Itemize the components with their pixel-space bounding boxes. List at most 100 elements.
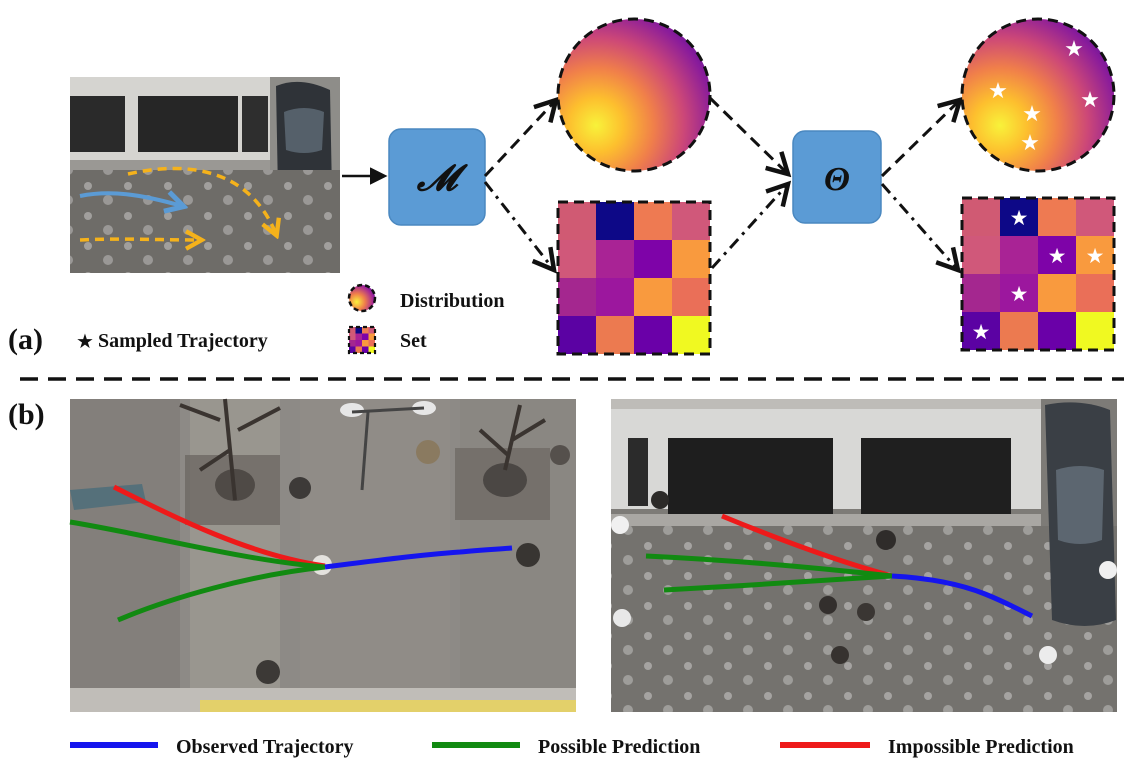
legend-distribution: Distribution (400, 290, 504, 312)
arrow-set-to-theta (710, 184, 788, 270)
star-icon: ★ (1080, 87, 1100, 112)
set-cell (558, 202, 596, 240)
set-cell (596, 316, 634, 354)
arrow-model-to-distribution (483, 100, 556, 178)
set-cell (355, 346, 362, 353)
set-cell (362, 340, 369, 347)
set-cell (634, 278, 672, 316)
set-cell (362, 333, 369, 340)
set-cell (962, 274, 1000, 312)
star-icon: ★ (76, 331, 94, 353)
legend-possible: Possible Prediction (538, 736, 700, 758)
star-icon: ★ (1020, 130, 1040, 155)
impossible-prediction-line (721, 513, 893, 579)
arrow-theta-to-sampled-set (880, 183, 958, 270)
arrow-distribution-to-theta (708, 96, 788, 174)
arrow-theta-to-sampled-distribution (880, 100, 960, 178)
set-border (556, 200, 712, 356)
arrow-model-to-set (483, 181, 554, 270)
set-grid (556, 200, 712, 356)
star-icon: ★ (1048, 244, 1067, 268)
set-cell (672, 278, 710, 316)
set-cell (349, 333, 356, 340)
star-icon: ★ (972, 320, 991, 344)
set-border (960, 196, 1116, 352)
set-cell (962, 312, 1000, 350)
set-cell (1076, 236, 1114, 274)
set-cell (368, 333, 375, 340)
set-cell (355, 333, 362, 340)
legend-distribution-swatch (347, 283, 377, 313)
star-icon: ★ (1022, 101, 1042, 126)
possible-prediction-line (645, 553, 893, 579)
set-cell (672, 202, 710, 240)
set-cell (349, 327, 356, 334)
street-scene-photo (70, 77, 340, 273)
plaza-scene-photo (69, 398, 576, 712)
set-cell (596, 278, 634, 316)
legend-impossible: Impossible Prediction (888, 736, 1074, 758)
set-cell (1000, 312, 1038, 350)
star-icon: ★ (1010, 206, 1029, 230)
legend-set: Set (400, 330, 427, 352)
distribution-circle (556, 17, 712, 173)
set-cell (349, 346, 356, 353)
set-cell (1000, 236, 1038, 274)
set-cell (1076, 198, 1114, 236)
set-cell (558, 240, 596, 278)
set-border (347, 325, 377, 355)
model-box: 𝓜 (388, 128, 486, 226)
set-cell (368, 346, 375, 353)
star-icon: ★ (988, 78, 1008, 103)
set-cell (355, 340, 362, 347)
set-cell (1038, 274, 1076, 312)
set-cell (1038, 236, 1076, 274)
set-cell (1076, 312, 1114, 350)
observed-trajectory-line (891, 573, 1034, 619)
star-icon: ★ (1086, 244, 1105, 268)
set-cell (596, 240, 634, 278)
set-cell (962, 236, 1000, 274)
set-cell (596, 202, 634, 240)
legend-set-swatch (347, 325, 377, 355)
impossible-prediction-line (112, 484, 326, 569)
set-cell (368, 327, 375, 334)
theta-box: Θ (792, 130, 882, 224)
panel-b-label: (b) (8, 398, 45, 431)
star-icon: ★ (1010, 282, 1029, 306)
set-cell (634, 202, 672, 240)
set-cell (558, 278, 596, 316)
possible-prediction-line (117, 564, 326, 623)
possible-prediction-line (69, 519, 326, 570)
panel-a-label: (a) (8, 323, 43, 356)
set-cell (1000, 198, 1038, 236)
set-cell (634, 316, 672, 354)
set-cell (672, 240, 710, 278)
set-cell (634, 240, 672, 278)
set-cell (672, 316, 710, 354)
set-cell (368, 340, 375, 347)
bottom-legend: Observed Trajectory Possible Prediction … (70, 736, 1074, 758)
set-cell (362, 327, 369, 334)
star-icon: ★ (1064, 36, 1084, 61)
set-cell (349, 340, 356, 347)
set-cell (1038, 198, 1076, 236)
set-cell (1038, 312, 1076, 350)
storefront-scene-photo (611, 399, 1117, 712)
observed-trajectory-line (324, 545, 513, 570)
panel-b: (b) (8, 398, 1117, 712)
set-cell (558, 316, 596, 354)
set-cell (362, 346, 369, 353)
legend-sampled-trajectory: Sampled Trajectory (98, 330, 268, 352)
panel-a: 𝓜 Θ ★ ★ ★ ★ ★ (8, 17, 1116, 356)
set-cell (1000, 274, 1038, 312)
legend-observed: Observed Trajectory (176, 736, 354, 758)
set-cell (355, 327, 362, 334)
possible-prediction-line (663, 573, 893, 593)
sampled-set-grid: ★ ★ ★ ★ ★ (960, 196, 1116, 352)
set-cell (962, 198, 1000, 236)
sampled-distribution-circle: ★ ★ ★ ★ ★ (960, 17, 1116, 173)
theta-symbol: Θ (824, 161, 850, 198)
set-cell (1076, 274, 1114, 312)
